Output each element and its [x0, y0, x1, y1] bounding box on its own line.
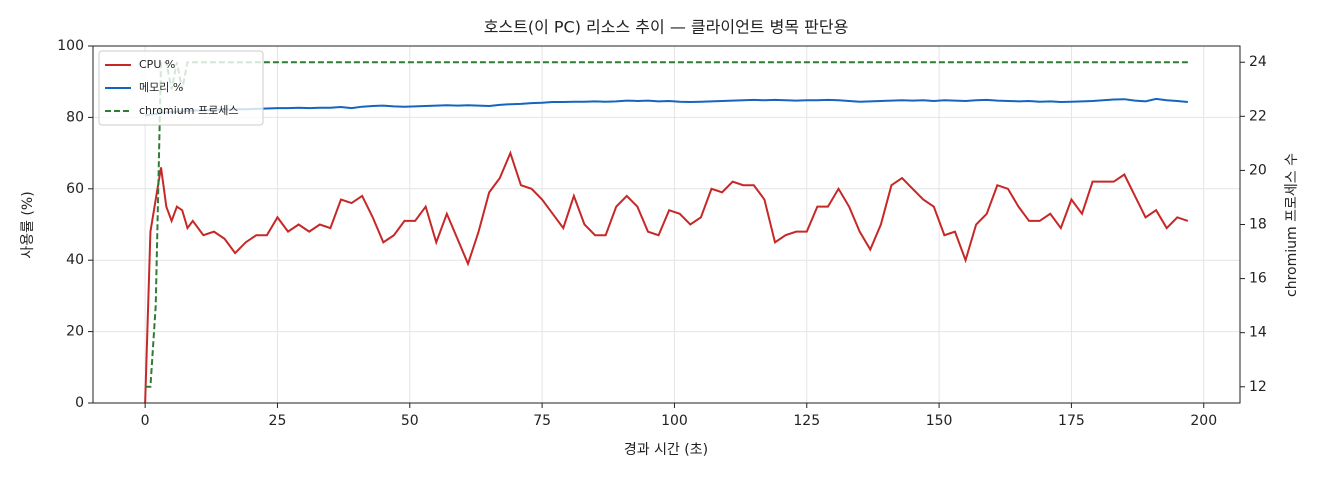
y-tick-label: 0 [75, 395, 84, 411]
y-axis-label: 사용률 (%) [20, 191, 36, 258]
x-tick-label: 75 [533, 413, 551, 429]
x-tick-label: 100 [661, 413, 688, 429]
x-tick-label: 50 [401, 413, 419, 429]
x-tick-label: 0 [141, 413, 150, 429]
legend-label: CPU % [139, 58, 175, 71]
y-tick-label: 100 [57, 38, 84, 54]
legend-box [98, 50, 264, 126]
y2-axis-label: chromium 프로세스 수 [1284, 153, 1300, 297]
legend-label: chromium 프로세스 [139, 104, 238, 117]
plot-frame [92, 45, 1241, 404]
x-axis-label: 경과 시간 (초) [624, 442, 708, 458]
y-tick-label: 40 [66, 252, 84, 268]
legend: CPU % 메모리 % chromium 프로세스 [98, 50, 264, 126]
x-tick-label: 150 [926, 413, 953, 429]
legend-label: 메모리 % [139, 81, 183, 94]
x-tick-label: 25 [269, 413, 287, 429]
x-tick-label: 125 [793, 413, 820, 429]
x-tick-label: 200 [1190, 413, 1217, 429]
series-line [145, 61, 1188, 388]
y-tick-label: 20 [66, 324, 84, 340]
x-tick-label: 175 [1058, 413, 1085, 429]
y2-tick-label: 18 [1249, 217, 1267, 233]
series-line [144, 97, 1188, 117]
y-tick-label: 60 [66, 181, 84, 197]
y2-tick-label: 16 [1249, 271, 1267, 287]
series-line [144, 150, 1189, 404]
y2-tick-label: 12 [1249, 379, 1267, 395]
chart-title: 호스트(이 PC) 리소스 추이 — 클라이언트 병목 판단용 [484, 18, 849, 37]
y2-tick-label: 22 [1249, 108, 1267, 124]
y-tick-label: 80 [66, 109, 84, 125]
y2-tick-label: 14 [1249, 325, 1267, 341]
y2-tick-label: 24 [1249, 54, 1267, 70]
y2-tick-label: 20 [1249, 162, 1267, 178]
